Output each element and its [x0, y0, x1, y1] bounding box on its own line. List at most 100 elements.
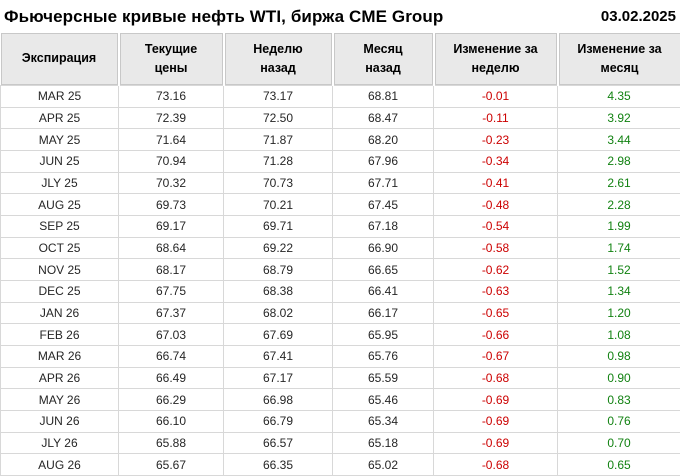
expiration-cell: JUN 25	[0, 149, 119, 173]
table-row: APR 26 66.49 67.17 65.59 -0.68 0.90	[0, 366, 680, 390]
week-change-cell: -0.23	[433, 128, 558, 151]
expiration-cell: JUN 26	[0, 409, 119, 433]
column-header-month-ago: Месяц назад	[331, 33, 435, 86]
expiration-cell: MAR 25	[0, 85, 119, 108]
week-ago-cell: 68.02	[223, 301, 333, 325]
current-price-cell: 67.37	[118, 301, 224, 325]
table-row: JUN 26 66.10 66.79 65.34 -0.69 0.76	[0, 409, 680, 433]
table-row: OCT 25 68.64 69.22 66.90 -0.58 1.74	[0, 236, 680, 260]
month-ago-cell: 68.47	[332, 106, 434, 130]
month-change-cell: 2.28	[557, 193, 680, 216]
current-price-cell: 65.67	[118, 453, 224, 476]
expiration-cell: JLY 26	[0, 431, 119, 455]
report-header: Фьючерсные кривые нефть WTI, биржа CME G…	[0, 0, 680, 33]
week-change-cell: -0.62	[433, 258, 558, 281]
week-change-cell: -0.66	[433, 323, 558, 346]
current-price-cell: 70.32	[118, 171, 224, 195]
month-change-cell: 1.99	[557, 214, 680, 238]
expiration-cell: APR 25	[0, 106, 119, 130]
week-change-cell: -0.65	[433, 301, 558, 325]
week-change-cell: -0.58	[433, 236, 558, 260]
column-header-expiration: Экспирация	[0, 33, 120, 86]
month-ago-cell: 65.02	[332, 453, 434, 476]
current-price-cell: 68.64	[118, 236, 224, 260]
week-change-cell: -0.54	[433, 214, 558, 238]
week-change-cell: -0.11	[433, 106, 558, 130]
week-ago-cell: 66.35	[223, 453, 333, 476]
current-price-cell: 73.16	[118, 85, 224, 108]
week-ago-cell: 67.41	[223, 344, 333, 368]
table-row: DEC 25 67.75 68.38 66.41 -0.63 1.34	[0, 279, 680, 303]
current-price-cell: 70.94	[118, 149, 224, 173]
month-ago-cell: 67.45	[332, 193, 434, 216]
week-ago-cell: 72.50	[223, 106, 333, 130]
week-ago-cell: 71.28	[223, 149, 333, 173]
month-ago-cell: 67.71	[332, 171, 434, 195]
week-change-cell: -0.41	[433, 171, 558, 195]
current-price-cell: 66.29	[118, 388, 224, 411]
week-ago-cell: 67.17	[223, 366, 333, 390]
header-row: Экспирация Текущие цены Неделю назад Месяц …	[0, 33, 680, 86]
expiration-cell: DEC 25	[0, 279, 119, 303]
month-change-cell: 2.61	[557, 171, 680, 195]
week-change-cell: -0.34	[433, 149, 558, 173]
column-header-week-change: Изменение за неделю	[432, 33, 559, 86]
table-row: MAY 26 66.29 66.98 65.46 -0.69 0.83	[0, 388, 680, 411]
expiration-cell: FEB 26	[0, 323, 119, 346]
month-change-cell: 0.65	[557, 453, 680, 476]
week-change-cell: -0.68	[433, 453, 558, 476]
week-change-cell: -0.67	[433, 344, 558, 368]
current-price-cell: 69.17	[118, 214, 224, 238]
table-row: JLY 26 65.88 66.57 65.18 -0.69 0.70	[0, 431, 680, 455]
expiration-cell: JLY 25	[0, 171, 119, 195]
week-change-cell: -0.69	[433, 388, 558, 411]
month-change-cell: 1.74	[557, 236, 680, 260]
month-ago-cell: 65.76	[332, 344, 434, 368]
futures-table: Экспирация Текущие цены Неделю назад Месяц …	[0, 33, 680, 476]
table-row: NOV 25 68.17 68.79 66.65 -0.62 1.52	[0, 258, 680, 281]
month-change-cell: 0.98	[557, 344, 680, 368]
expiration-cell: MAY 26	[0, 388, 119, 411]
table-row: JLY 25 70.32 70.73 67.71 -0.41 2.61	[0, 171, 680, 195]
month-change-cell: 1.08	[557, 323, 680, 346]
table-header: Экспирация Текущие цены Неделю назад Месяц …	[0, 33, 680, 86]
current-price-cell: 68.17	[118, 258, 224, 281]
expiration-cell: OCT 25	[0, 236, 119, 260]
table-row: FEB 26 67.03 67.69 65.95 -0.66 1.08	[0, 323, 680, 346]
current-price-cell: 69.73	[118, 193, 224, 216]
expiration-cell: MAR 26	[0, 344, 119, 368]
month-change-cell: 0.76	[557, 409, 680, 433]
month-ago-cell: 65.46	[332, 388, 434, 411]
month-ago-cell: 65.18	[332, 431, 434, 455]
week-change-cell: -0.48	[433, 193, 558, 216]
expiration-cell: MAY 25	[0, 128, 119, 151]
week-change-cell: -0.63	[433, 279, 558, 303]
week-ago-cell: 70.21	[223, 193, 333, 216]
column-header-month-change: Изменение за месяц	[556, 33, 680, 86]
table-body: MAR 25 73.16 73.17 68.81 -0.01 4.35 APR 25 72.3…	[0, 85, 680, 476]
month-ago-cell: 65.34	[332, 409, 434, 433]
table-row: JAN 26 67.37 68.02 66.17 -0.65 1.20	[0, 301, 680, 325]
expiration-cell: AUG 26	[0, 453, 119, 476]
column-header-current-price: Текущие цены	[117, 33, 225, 86]
month-ago-cell: 68.20	[332, 128, 434, 151]
week-ago-cell: 67.69	[223, 323, 333, 346]
week-ago-cell: 68.38	[223, 279, 333, 303]
week-ago-cell: 66.79	[223, 409, 333, 433]
week-change-cell: -0.69	[433, 409, 558, 433]
week-ago-cell: 69.71	[223, 214, 333, 238]
expiration-cell: JAN 26	[0, 301, 119, 325]
expiration-cell: APR 26	[0, 366, 119, 390]
month-change-cell: 0.90	[557, 366, 680, 390]
expiration-cell: SEP 25	[0, 214, 119, 238]
expiration-cell: AUG 25	[0, 193, 119, 216]
month-ago-cell: 66.90	[332, 236, 434, 260]
week-change-cell: -0.68	[433, 366, 558, 390]
month-change-cell: 1.34	[557, 279, 680, 303]
week-ago-cell: 66.57	[223, 431, 333, 455]
table-row: AUG 26 65.67 66.35 65.02 -0.68 0.65	[0, 453, 680, 476]
current-price-cell: 66.49	[118, 366, 224, 390]
month-ago-cell: 67.18	[332, 214, 434, 238]
month-change-cell: 3.44	[557, 128, 680, 151]
